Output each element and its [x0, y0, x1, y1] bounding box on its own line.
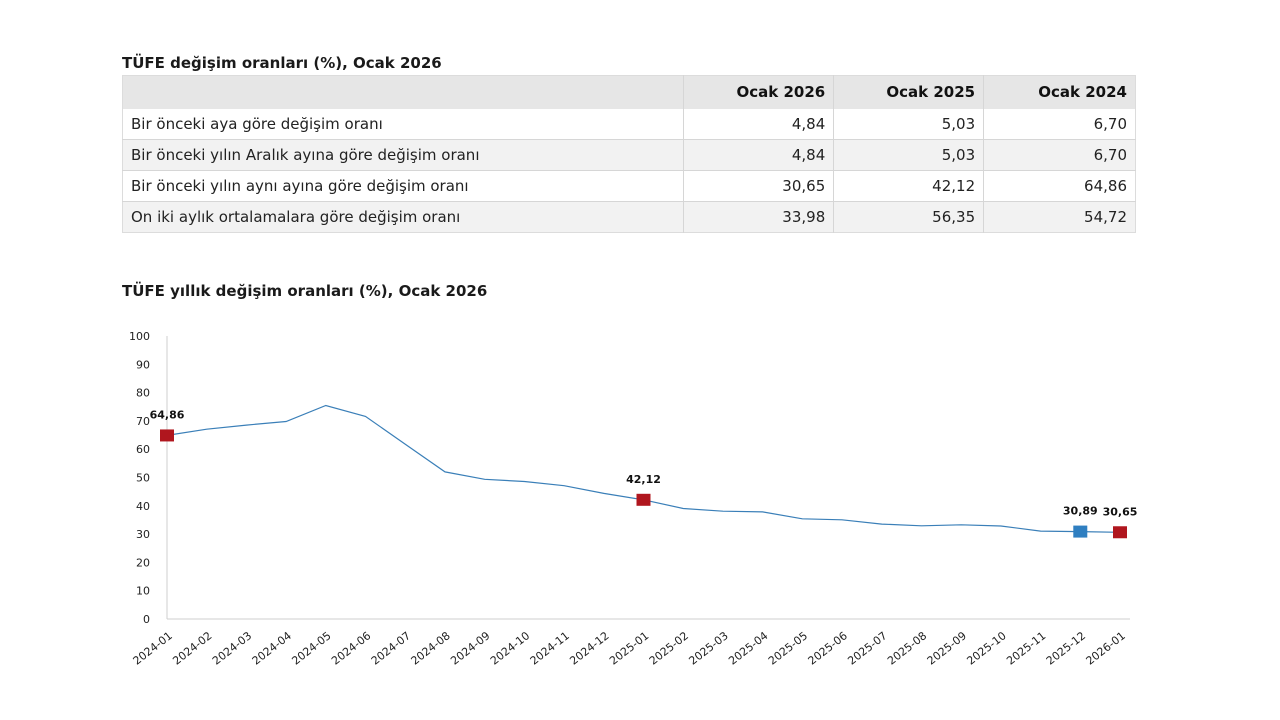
y-tick-label: 20	[136, 556, 150, 569]
data-label: 42,12	[626, 473, 661, 486]
y-tick-label: 70	[136, 415, 150, 428]
row-label: On iki aylık ortalamalara göre değişim o…	[122, 201, 685, 233]
y-tick-label: 10	[136, 585, 150, 598]
y-tick-label: 90	[136, 358, 150, 371]
x-tick-label: 2024-04	[250, 629, 294, 668]
table-row: Bir önceki yılın aynı ayına göre değişim…	[122, 170, 1136, 202]
x-tick-label: 2025-12	[1044, 629, 1088, 668]
header-ocak-2026: Ocak 2026	[683, 75, 835, 109]
x-tick-label: 2025-01	[607, 629, 651, 668]
series-line	[166, 404, 1121, 533]
x-tick-label: 2025-09	[925, 629, 969, 668]
x-tick-label: 2025-04	[726, 629, 770, 668]
table-title: TÜFE değişim oranları (%), Ocak 2026	[122, 54, 442, 72]
header-ocak-2025: Ocak 2025	[833, 75, 985, 109]
x-tick-label: 2024-12	[567, 629, 611, 668]
x-tick-label: 2025-02	[647, 629, 691, 668]
x-tick-label: 2025-05	[766, 629, 810, 668]
x-tick-label: 2024-05	[289, 629, 333, 668]
data-point-marker	[636, 493, 651, 506]
row-label: Bir önceki yılın Aralık ayına göre değiş…	[122, 139, 685, 171]
x-tick-label: 2024-03	[210, 629, 254, 668]
y-tick-label: 50	[136, 472, 150, 485]
y-tick-label: 40	[136, 500, 150, 513]
y-tick-label: 30	[136, 528, 150, 541]
data-label: 30,89	[1063, 505, 1098, 518]
cell-value: 64,86	[983, 170, 1136, 202]
x-tick-label: 2024-06	[329, 629, 373, 668]
cell-value: 4,84	[683, 108, 835, 140]
cell-value: 5,03	[833, 139, 985, 171]
x-tick-label: 2025-07	[845, 629, 889, 668]
y-tick-label: 60	[136, 443, 150, 456]
table-row: On iki aylık ortalamalara göre değişim o…	[122, 201, 1136, 233]
x-tick-label: 2025-06	[806, 629, 850, 668]
table-row: Bir önceki yılın Aralık ayına göre değiş…	[122, 139, 1136, 171]
x-tick-label: 2024-07	[369, 629, 413, 668]
y-tick-label: 100	[129, 330, 150, 343]
y-tick-label: 80	[136, 387, 150, 400]
x-tick-label: 2025-03	[687, 629, 731, 668]
table-header-row: Ocak 2026 Ocak 2025 Ocak 2024	[122, 75, 1136, 109]
header-ocak-2024: Ocak 2024	[983, 75, 1136, 109]
chart-title: TÜFE yıllık değişim oranları (%), Ocak 2…	[122, 282, 488, 300]
cell-value: 54,72	[983, 201, 1136, 233]
cell-value: 42,12	[833, 170, 985, 202]
x-tick-label: 2025-11	[1004, 629, 1048, 668]
x-tick-label: 2024-10	[488, 629, 532, 668]
row-label: Bir önceki yılın aynı ayına göre değişim…	[122, 170, 685, 202]
data-point-marker	[1073, 525, 1088, 538]
cell-value: 30,65	[683, 170, 835, 202]
data-point-marker	[160, 429, 174, 442]
cpi-change-table: Ocak 2026 Ocak 2025 Ocak 2024 Bir önceki…	[122, 75, 1136, 233]
cell-value: 6,70	[983, 139, 1136, 171]
x-tick-label: 2024-11	[528, 629, 572, 668]
row-label: Bir önceki aya göre değişim oranı	[122, 108, 685, 140]
cell-value: 33,98	[683, 201, 835, 233]
x-tick-label: 2024-01	[131, 629, 175, 668]
x-tick-label: 2024-09	[448, 629, 492, 668]
x-tick-label: 2024-02	[170, 629, 214, 668]
y-tick-label: 0	[143, 613, 150, 626]
header-label-column	[122, 75, 685, 109]
table-row: Bir önceki aya göre değişim oranı 4,84 5…	[122, 108, 1136, 140]
data-label: 64,86	[150, 408, 185, 421]
x-tick-label: 2025-10	[964, 629, 1008, 668]
x-tick-label: 2025-08	[885, 629, 929, 668]
cell-value: 5,03	[833, 108, 985, 140]
cell-value: 4,84	[683, 139, 835, 171]
data-label: 30,65	[1103, 505, 1138, 518]
x-tick-label: 2026-01	[1084, 629, 1128, 668]
cell-value: 56,35	[833, 201, 985, 233]
data-point-marker	[1113, 526, 1127, 539]
cell-value: 6,70	[983, 108, 1136, 140]
x-tick-label: 2024-08	[409, 629, 453, 668]
